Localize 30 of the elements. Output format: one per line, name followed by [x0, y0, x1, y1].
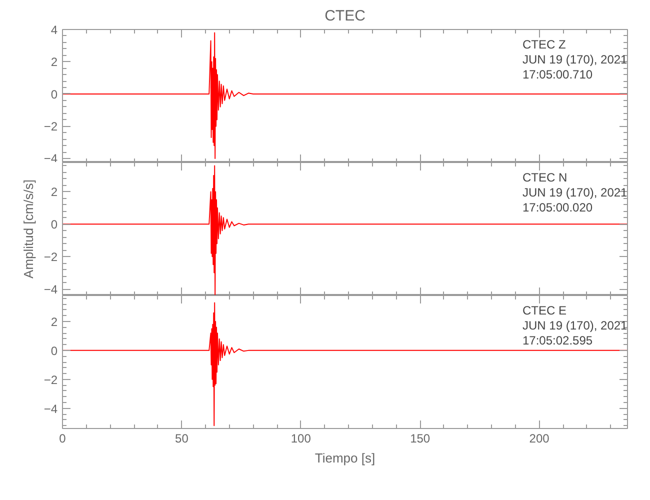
y-tick-label: −2 — [44, 250, 58, 264]
annotation: JUN 19 (170), 2021 — [522, 318, 628, 332]
line-series — [62, 32, 628, 159]
y-tick-label: 0 — [50, 87, 58, 102]
y-tick-label: −4 — [44, 402, 58, 416]
annotation: 17:05:00.020 — [522, 200, 593, 214]
annotation: CTEC E — [522, 304, 567, 318]
y-tick-label: 2 — [50, 55, 58, 70]
y-tick-label: −2 — [44, 120, 58, 134]
x-tick-label: 150 — [410, 432, 430, 446]
y-axis-title: Amplitud [cm/s/s] — [20, 180, 36, 278]
annotation: CTEC N — [522, 170, 568, 184]
annotation: 17:05:02.595 — [522, 334, 593, 348]
chart-title: CTEC — [324, 8, 366, 24]
x-tick-label: 50 — [175, 432, 189, 446]
y-tick-label: −4 — [44, 282, 58, 297]
y-tick-label: 2 — [50, 185, 58, 200]
annotation: 17:05:00.710 — [522, 68, 593, 82]
x-tick-label: 100 — [290, 432, 312, 446]
y-tick-label: −2 — [44, 372, 58, 387]
x-tick-label: 0 — [59, 432, 66, 446]
x-tick-label: 200 — [529, 432, 550, 446]
y-tick-label: 4 — [50, 23, 58, 37]
x-axis-title: Tiempo [s] — [314, 450, 376, 466]
annotation: JUN 19 (170), 2021 — [522, 52, 628, 66]
annotation: CTEC Z — [522, 38, 566, 52]
annotation: JUN 19 (170), 2021 — [522, 186, 628, 200]
y-tick-label: 0 — [50, 344, 58, 358]
y-tick-label: 2 — [50, 315, 58, 330]
y-tick-label: 0 — [50, 218, 58, 232]
